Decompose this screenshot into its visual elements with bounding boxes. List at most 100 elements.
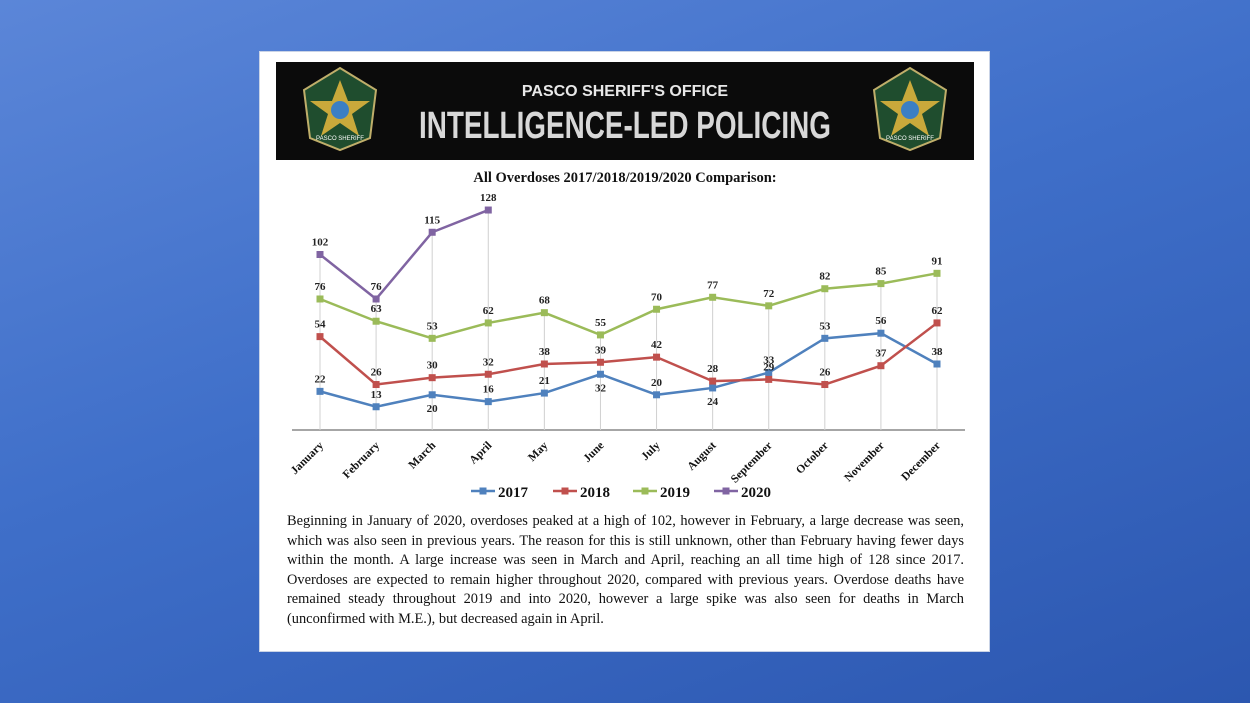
x-tick-label: January	[289, 439, 327, 477]
marker	[653, 305, 661, 313]
data-label: 115	[424, 214, 440, 226]
drop-lines	[319, 210, 938, 430]
data-label: 56	[875, 315, 887, 327]
data-label: 22	[315, 373, 327, 385]
data-label: 76	[371, 281, 383, 293]
badge-left: PASCO SHERIFF	[302, 66, 378, 152]
data-label: 38	[932, 346, 944, 358]
marker	[484, 319, 492, 327]
legend-label: 2020	[741, 485, 771, 501]
data-label: 28	[707, 363, 719, 375]
marker	[933, 319, 941, 327]
x-tick-label: February	[341, 439, 383, 481]
data-label: 16	[483, 384, 495, 396]
data-label: 62	[483, 305, 495, 317]
data-label: 24	[707, 396, 719, 408]
series-line	[319, 208, 489, 301]
marker	[316, 333, 324, 341]
marker	[596, 358, 604, 366]
marker	[877, 362, 885, 370]
data-label: 26	[371, 367, 383, 379]
marker	[484, 398, 492, 406]
marker	[821, 285, 829, 293]
marker	[653, 353, 661, 361]
data-label: 77	[707, 279, 719, 291]
badge-text: PASCO SHERIFF	[886, 136, 934, 142]
data-label: 26	[819, 367, 831, 379]
header-title: INTELLIGENCE-LED POLICING	[419, 105, 831, 147]
marker	[765, 375, 773, 383]
badge-right: PASCO SHERIFF	[872, 66, 948, 152]
x-tick-label: November	[842, 440, 887, 485]
marker	[709, 384, 717, 392]
data-label: 82	[819, 271, 831, 283]
marker	[372, 381, 380, 389]
marker	[540, 309, 548, 317]
marker	[540, 389, 548, 397]
legend-label: 2018	[580, 485, 610, 501]
marker	[316, 295, 324, 303]
marker	[821, 334, 829, 342]
marker	[653, 391, 661, 399]
marker	[484, 370, 492, 378]
x-tick-label: March	[406, 439, 438, 471]
series-line	[319, 321, 938, 386]
marker	[372, 317, 380, 325]
x-tick-label: May	[526, 439, 550, 463]
data-label: 76	[315, 281, 327, 293]
marker	[372, 295, 380, 303]
data-label: 32	[595, 382, 607, 394]
marker	[484, 206, 492, 214]
data-label: 21	[539, 375, 550, 387]
marker	[596, 370, 604, 378]
data-label: 13	[371, 389, 383, 401]
x-tick-label: December	[899, 440, 943, 484]
legend-marker	[561, 487, 569, 495]
legend-label: 2019	[660, 485, 690, 501]
data-label: 38	[539, 346, 551, 358]
series-line	[319, 331, 938, 409]
data-label: 37	[875, 348, 887, 360]
data-label: 62	[932, 305, 944, 317]
data-label: 33	[763, 355, 775, 367]
marker	[596, 331, 604, 339]
data-label: 30	[427, 360, 439, 372]
marker	[933, 360, 941, 368]
marker	[933, 269, 941, 277]
data-label: 63	[371, 303, 383, 315]
marker	[428, 374, 436, 382]
description: Beginning in January of 2020, overdoses …	[287, 513, 964, 627]
series-line	[319, 272, 938, 340]
chart-title: All Overdoses 2017/2018/2019/2020 Compar…	[473, 170, 776, 186]
x-tick-label: April	[467, 440, 494, 467]
x-tick-label: August	[685, 440, 718, 473]
data-label: 68	[539, 295, 551, 307]
data-label: 54	[315, 319, 327, 331]
marker	[428, 334, 436, 342]
marker	[877, 329, 885, 337]
marker	[877, 280, 885, 288]
legend-marker	[641, 487, 649, 495]
header-subtitle: PASCO SHERIFF'S OFFICE	[522, 83, 729, 100]
x-tick-label: September	[729, 440, 775, 486]
marker	[765, 302, 773, 310]
data-label: 32	[483, 356, 495, 368]
marker	[540, 360, 548, 368]
data-label: 91	[932, 255, 943, 267]
legend-marker	[722, 487, 730, 495]
marker	[428, 228, 436, 236]
data-label: 29	[763, 361, 775, 373]
marker	[428, 391, 436, 399]
data-label: 42	[651, 339, 663, 351]
data-label: 39	[595, 344, 607, 356]
badge-text: PASCO SHERIFF	[316, 136, 364, 142]
data-label: 70	[651, 291, 663, 303]
marker	[372, 403, 380, 411]
marker	[765, 369, 773, 377]
data-label: 20	[427, 403, 439, 415]
x-tick-label: June	[581, 440, 606, 465]
data-label: 128	[480, 192, 497, 204]
data-label: 53	[819, 320, 831, 332]
